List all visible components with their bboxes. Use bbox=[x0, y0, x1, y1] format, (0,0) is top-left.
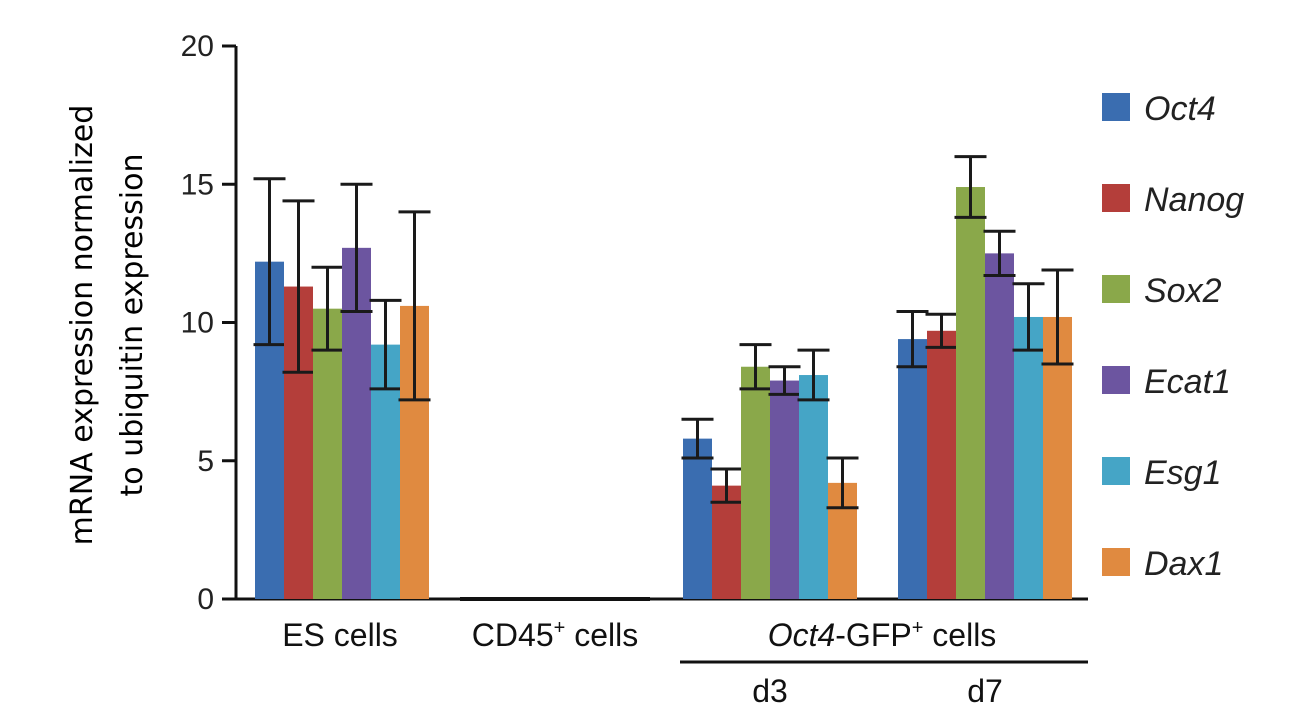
error-bar-esg1-group-3 bbox=[1012, 282, 1045, 352]
error-bar-ecat1-group-0 bbox=[340, 182, 373, 313]
legend-label-ecat1: Ecat1 bbox=[1144, 363, 1231, 401]
category-label-oct4-gfp-cells: Oct4-GFP+ cells bbox=[768, 617, 997, 653]
category-label-d3: d3 bbox=[752, 673, 788, 709]
error-bar-oct4-group-3 bbox=[896, 309, 929, 369]
bar-esg1-group-2 bbox=[799, 375, 828, 599]
error-bar-dax1-group-3 bbox=[1041, 268, 1074, 366]
y-tick-label: 0 bbox=[197, 583, 214, 616]
legend-swatch-ecat1 bbox=[1102, 366, 1130, 394]
error-bar-oct4-group-0 bbox=[253, 177, 286, 347]
legend-label-nanog: Nanog bbox=[1144, 181, 1244, 219]
legend-swatch-sox2 bbox=[1102, 275, 1130, 303]
error-bar-dax1-group-2 bbox=[826, 456, 859, 510]
error-bar-esg1-group-0 bbox=[369, 298, 402, 391]
bar-nanog-group-2 bbox=[712, 485, 741, 599]
bar-oct4-group-3 bbox=[898, 339, 927, 599]
legend-swatch-nanog bbox=[1102, 184, 1130, 212]
error-bar-oct4-group-2 bbox=[681, 417, 714, 460]
legend-swatch-esg1 bbox=[1102, 457, 1130, 485]
bar-oct4-group-2 bbox=[683, 438, 712, 599]
bar-ecat1-group-2 bbox=[770, 380, 799, 599]
error-bar-ecat1-group-3 bbox=[983, 229, 1016, 277]
y-tick-label: 10 bbox=[181, 307, 214, 340]
error-bar-sox2-group-3 bbox=[954, 155, 987, 219]
category-label-es-cells: ES cells bbox=[282, 617, 398, 653]
legend-label-sox2: Sox2 bbox=[1144, 272, 1222, 310]
y-tick-label: 5 bbox=[197, 445, 214, 478]
error-bar-nanog-group-0 bbox=[282, 199, 315, 374]
error-bar-sox2-group-2 bbox=[739, 343, 772, 391]
error-bar-nanog-group-2 bbox=[710, 467, 743, 504]
bar-sox2-group-2 bbox=[741, 366, 770, 599]
bar-esg1-group-3 bbox=[1014, 316, 1043, 599]
y-ticks: 0 5 10 15 20 bbox=[181, 30, 236, 616]
error-bar-esg1-group-2 bbox=[797, 348, 830, 402]
legend-swatch-oct4 bbox=[1102, 93, 1130, 121]
error-bar-nanog-group-3 bbox=[925, 312, 958, 349]
bar-ecat1-group-3 bbox=[985, 253, 1014, 599]
y-axis-label-line2: to ubiquitin expression bbox=[115, 154, 150, 497]
category-label-d7: d7 bbox=[967, 673, 1003, 709]
y-axis-label-line1: mRNA expression normalized bbox=[65, 105, 100, 546]
error-bar-dax1-group-0 bbox=[398, 210, 431, 402]
error-bar-sox2-group-0 bbox=[311, 265, 344, 352]
bar-sox2-group-0 bbox=[313, 308, 342, 599]
bar-nanog-group-3 bbox=[927, 330, 956, 599]
legend-swatch-dax1 bbox=[1102, 548, 1130, 576]
legend-label-dax1: Dax1 bbox=[1144, 545, 1223, 583]
bars-layer bbox=[253, 155, 1074, 599]
error-bar-ecat1-group-2 bbox=[768, 365, 801, 396]
legend-label-oct4: Oct4 bbox=[1144, 90, 1216, 128]
category-label-cd45-cells: CD45+ cells bbox=[472, 617, 638, 653]
legend: Oct4 Nanog Sox2 Ecat1 Esg1 Dax1 bbox=[1102, 90, 1244, 583]
y-tick-label: 20 bbox=[181, 30, 214, 63]
y-tick-label: 15 bbox=[181, 168, 214, 201]
bar-sox2-group-3 bbox=[956, 187, 985, 599]
legend-label-esg1: Esg1 bbox=[1144, 454, 1222, 492]
